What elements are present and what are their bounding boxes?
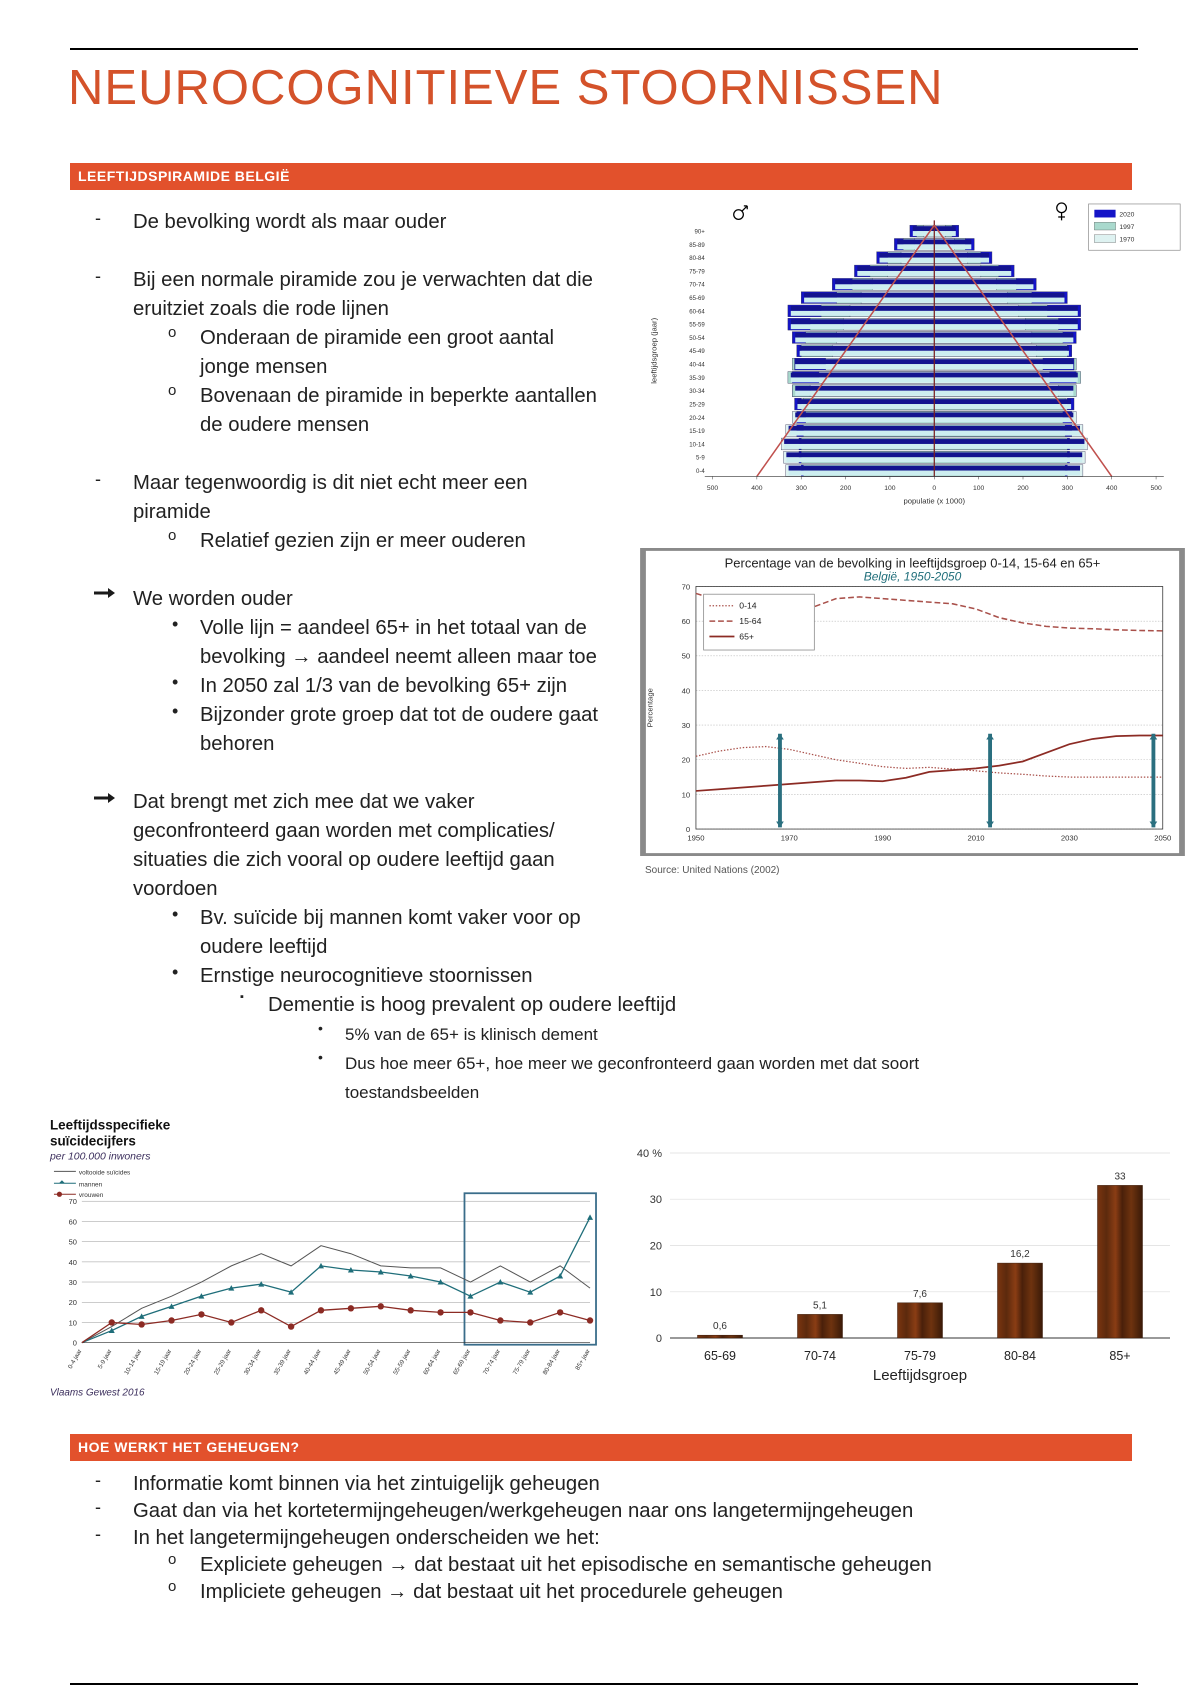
- svg-text:70-74: 70-74: [689, 283, 705, 289]
- svg-text:33: 33: [1114, 1171, 1126, 1182]
- svg-text:Leeftijdsgroep: Leeftijdsgroep: [873, 1367, 967, 1384]
- svg-text:40: 40: [69, 1258, 77, 1267]
- svg-text:20: 20: [69, 1298, 77, 1307]
- svg-text:populatie (x 1000): populatie (x 1000): [903, 496, 965, 505]
- svg-text:55-59: 55-59: [689, 323, 705, 329]
- svg-text:200: 200: [1017, 485, 1029, 492]
- svg-text:20: 20: [682, 756, 691, 765]
- svg-text:5-9: 5-9: [696, 456, 705, 462]
- svg-text:20: 20: [650, 1241, 662, 1253]
- svg-text:40: 40: [682, 686, 691, 695]
- svg-text:1970: 1970: [781, 834, 798, 843]
- svg-text:2030: 2030: [1061, 834, 1078, 843]
- svg-text:2020: 2020: [1119, 212, 1134, 219]
- svg-text:2050: 2050: [1154, 834, 1171, 843]
- svg-text:1970: 1970: [1119, 237, 1134, 244]
- svg-text:100: 100: [884, 485, 896, 492]
- svg-text:70-74: 70-74: [804, 1349, 836, 1363]
- svg-text:Year: Year: [921, 855, 937, 856]
- svg-text:85-89: 85-89: [689, 243, 705, 249]
- svg-text:300: 300: [796, 485, 808, 492]
- svg-text:75-79: 75-79: [689, 269, 705, 275]
- svg-text:leeftijdsgroep (jaar): leeftijdsgroep (jaar): [650, 317, 659, 383]
- svg-text:1990: 1990: [874, 834, 891, 843]
- svg-text:25-29: 25-29: [689, 402, 705, 408]
- svg-text:1950: 1950: [687, 834, 704, 843]
- svg-text:0: 0: [656, 1333, 662, 1345]
- svg-text:0-4: 0-4: [696, 469, 705, 475]
- svg-text:0,6: 0,6: [713, 1321, 727, 1332]
- svg-text:45-49: 45-49: [689, 349, 705, 355]
- svg-text:5,1: 5,1: [813, 1300, 827, 1311]
- svg-text:0: 0: [932, 485, 936, 492]
- svg-text:Percentage: Percentage: [646, 688, 655, 727]
- svg-text:70: 70: [682, 582, 691, 591]
- svg-text:15-64: 15-64: [739, 616, 761, 626]
- svg-text:60: 60: [682, 617, 691, 626]
- svg-text:vrouwen: vrouwen: [79, 1192, 104, 1199]
- svg-text:0-14: 0-14: [739, 601, 757, 611]
- svg-text:1997: 1997: [1119, 224, 1134, 231]
- svg-text:65-69: 65-69: [704, 1349, 736, 1363]
- svg-text:30: 30: [69, 1278, 77, 1287]
- svg-text:400: 400: [1106, 485, 1118, 492]
- svg-text:15-19: 15-19: [689, 429, 705, 435]
- svg-text:80-84: 80-84: [689, 256, 705, 262]
- svg-text:65+: 65+: [739, 631, 754, 641]
- svg-text:65-69: 65-69: [689, 296, 705, 302]
- svg-text:85+: 85+: [1109, 1349, 1130, 1363]
- svg-text:30-34: 30-34: [689, 389, 705, 395]
- svg-text:per 100.000 inwoners: per 100.000 inwoners: [49, 1151, 151, 1162]
- svg-text:Leeftijdsspecifieke: Leeftijdsspecifieke: [50, 1117, 171, 1132]
- svg-text:10-14: 10-14: [689, 442, 705, 448]
- svg-text:suïcidecijfers: suïcidecijfers: [50, 1133, 136, 1148]
- svg-text:10: 10: [650, 1287, 662, 1299]
- svg-text:Vlaams Gewest 2016: Vlaams Gewest 2016: [50, 1388, 145, 1399]
- svg-text:0: 0: [73, 1339, 77, 1348]
- svg-text:40-44: 40-44: [689, 363, 705, 369]
- svg-text:30: 30: [682, 721, 691, 730]
- svg-text:2010: 2010: [967, 834, 984, 843]
- svg-text:40 %: 40 %: [637, 1148, 662, 1160]
- svg-text:50: 50: [69, 1238, 77, 1247]
- svg-text:300: 300: [1062, 485, 1074, 492]
- svg-text:400: 400: [751, 485, 763, 492]
- svg-text:mannen: mannen: [79, 1181, 103, 1188]
- svg-text:10: 10: [69, 1318, 77, 1327]
- svg-text:80-84: 80-84: [1004, 1349, 1036, 1363]
- svg-text:90+: 90+: [694, 229, 705, 235]
- svg-text:500: 500: [707, 485, 719, 492]
- svg-text:10: 10: [682, 790, 691, 799]
- svg-text:16,2: 16,2: [1010, 1249, 1030, 1260]
- svg-text:20-24: 20-24: [689, 416, 705, 422]
- svg-text:60-64: 60-64: [689, 309, 705, 315]
- svg-text:50: 50: [682, 652, 691, 661]
- svg-text:30: 30: [650, 1194, 662, 1206]
- svg-text:35-39: 35-39: [689, 376, 705, 382]
- svg-text:200: 200: [840, 485, 852, 492]
- svg-text:60: 60: [69, 1217, 77, 1226]
- svg-text:100: 100: [973, 485, 985, 492]
- svg-text:voltooide suïcides: voltooide suïcides: [79, 1169, 130, 1176]
- svg-text:Percentage van de bevolking in: Percentage van de bevolking in leeftijds…: [725, 555, 1101, 570]
- svg-text:500: 500: [1150, 485, 1162, 492]
- svg-text:0: 0: [686, 825, 690, 834]
- svg-text:7,6: 7,6: [913, 1289, 927, 1300]
- svg-text:70: 70: [69, 1197, 77, 1206]
- svg-text:75-79: 75-79: [904, 1349, 936, 1363]
- svg-text:50-54: 50-54: [689, 336, 705, 342]
- svg-text:België, 1950-2050: België, 1950-2050: [864, 570, 962, 584]
